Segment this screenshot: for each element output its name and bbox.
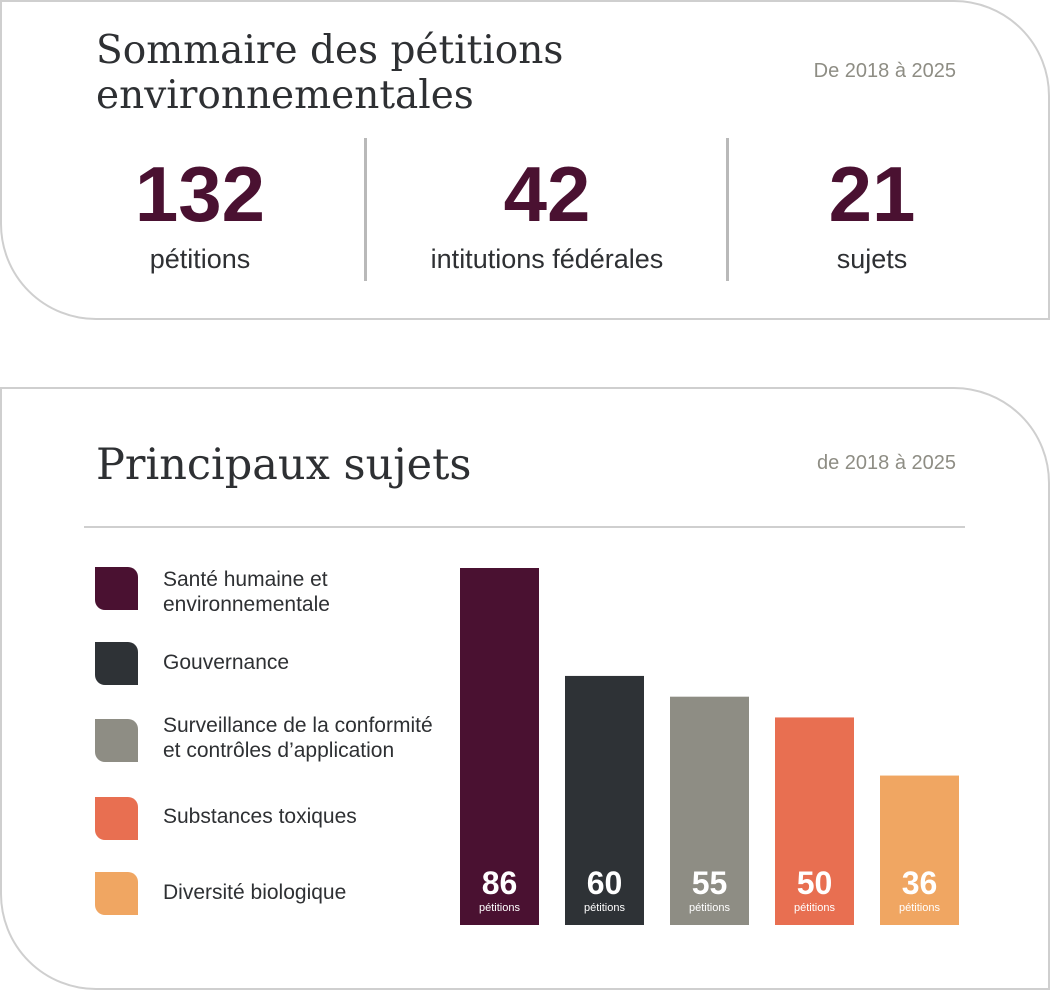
- topics-period: de 2018 à 2025: [816, 452, 956, 474]
- bar-1: [565, 675, 644, 925]
- bar-value-label: 86: [482, 865, 518, 901]
- legend-swatch: [95, 719, 138, 762]
- bar-unit-label: pétitions: [794, 902, 835, 914]
- stat-divider: [364, 138, 367, 281]
- stat-topics: 21 sujets: [772, 152, 972, 275]
- stat-label: intitutions fédérales: [430, 244, 664, 274]
- stat-label: pétitions: [149, 244, 251, 274]
- stat-petitions: 132 pétitions: [100, 152, 300, 275]
- legend-label: Surveillance de la conformité et contrôl…: [163, 714, 433, 762]
- legend-swatch: [95, 567, 138, 610]
- stat-label: sujets: [836, 244, 908, 274]
- summary-period: De 2018 à 2025: [813, 60, 956, 82]
- legend-swatch: [95, 797, 138, 840]
- bar-unit-label: pétitions: [689, 902, 730, 914]
- bar-chart: 86pétitions60pétitions55pétitions50pétit…: [460, 568, 959, 925]
- topics-title: Principaux sujets: [96, 440, 472, 490]
- legend-label: Substances toxiques: [163, 805, 357, 828]
- stat-institutions: 42 intitutions fédérales: [397, 152, 697, 275]
- bar-unit-label: pétitions: [584, 902, 625, 914]
- bar-unit-label: pétitions: [899, 902, 940, 914]
- bar-value-label: 50: [797, 865, 833, 901]
- summary-title: Sommaire des pétitions environnementales: [96, 28, 564, 118]
- legend-label: Santé humaine et environnementale: [163, 568, 330, 616]
- stat-value: 132: [134, 150, 266, 238]
- summary-card: Sommaire des pétitions environnementales…: [0, 0, 1050, 320]
- bar-0: [460, 568, 539, 925]
- legend-label: Gouvernance: [163, 651, 290, 674]
- stat-divider: [726, 138, 729, 281]
- bar-2: [670, 696, 749, 925]
- bar-value-label: 36: [902, 865, 938, 901]
- bar-value-label: 60: [587, 865, 623, 901]
- stat-value: 21: [828, 150, 916, 238]
- topics-card: Principaux sujets de 2018 à 2025 Santé h…: [0, 387, 1050, 990]
- stat-value: 42: [503, 150, 591, 238]
- legend-swatch: [95, 872, 138, 915]
- bar-unit-label: pétitions: [479, 902, 520, 914]
- bar-4: [880, 775, 959, 925]
- bar-3: [775, 717, 854, 925]
- bar-value-label: 55: [692, 865, 728, 901]
- legend-label: Diversité biologique: [163, 881, 347, 904]
- topics-divider: [84, 526, 965, 528]
- legend-swatch: [95, 642, 138, 685]
